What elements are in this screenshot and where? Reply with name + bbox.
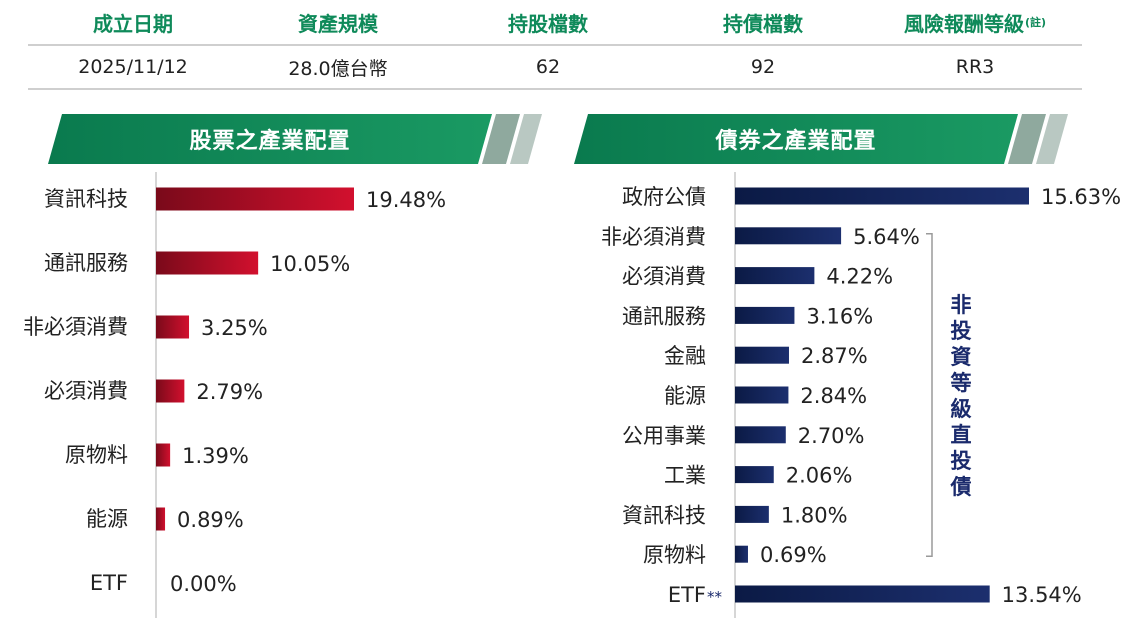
bond-value-label: 3.16%	[806, 304, 873, 328]
equity-bar	[156, 379, 185, 403]
bond-value-label: 2.84%	[800, 384, 867, 408]
high-yield-label-char: 資	[951, 345, 972, 369]
bond-category-label: ETF	[668, 583, 706, 607]
equity-bar	[156, 315, 190, 339]
bond-value-label: 2.87%	[801, 344, 868, 368]
equity-value-label: 19.48%	[366, 188, 446, 212]
equity-value-label: 1.39%	[182, 444, 249, 468]
bond-header-band	[574, 114, 1018, 164]
equity-header-band	[48, 114, 492, 164]
bond-bar	[735, 426, 786, 444]
bond-bar	[735, 386, 789, 404]
equity-header-banner	[48, 114, 542, 164]
summary-value-bond-count: 92	[750, 56, 776, 78]
bond-category-label: 金融	[664, 344, 706, 368]
bond-header-stripe-1	[1008, 114, 1046, 164]
bond-category-label: 政府公債	[622, 185, 706, 209]
equity-category-label: 必須消費	[44, 379, 128, 403]
bond-bar	[735, 267, 815, 285]
bond-value-label: 5.64%	[853, 225, 920, 249]
equity-chart-title: 股票之產業配置	[189, 129, 351, 154]
bond-bar	[735, 466, 774, 484]
bond-category-label: 能源	[664, 384, 706, 408]
bond-sector-chart: 政府公債 15.63% 非必須消費 5.64% 必須消費 4.22% 通訊服務 3.16% 金融…	[601, 172, 1121, 618]
bond-category-label: 工業	[664, 464, 706, 488]
high-yield-label-char: 投	[951, 319, 972, 343]
bond-header-banner	[574, 114, 1068, 164]
equity-category-label: 能源	[86, 507, 128, 531]
bond-bar	[735, 505, 769, 523]
bond-category-label: 必須消費	[622, 265, 706, 289]
summary-header-risk-level: 風險報酬等級 (註)	[903, 11, 1047, 36]
summary-value-stock-count: 62	[535, 56, 561, 78]
high-yield-label-char: 級	[951, 397, 972, 421]
bond-category-label: 通訊服務	[622, 304, 706, 328]
equity-bar	[156, 251, 259, 275]
bond-value-label: 2.06%	[786, 464, 853, 488]
equity-bar	[156, 507, 166, 531]
summary-header-inception: 成立日期	[93, 11, 173, 36]
equity-category-label: ETF	[90, 571, 128, 595]
bond-chart-title: 債券之產業配置	[715, 129, 877, 154]
bond-category-label: 非必須消費	[601, 225, 706, 249]
bond-bar	[735, 187, 1029, 205]
bond-bar	[735, 306, 795, 324]
equity-value-label: 0.89%	[177, 508, 244, 532]
high-yield-label-char: 等	[951, 371, 972, 395]
summary-header-row: 成立日期 資產規模 持股檔數 持債檔數 風險報酬等級 (註)	[28, 0, 1082, 46]
high-yield-label-char: 直	[951, 423, 972, 447]
high-yield-bracket	[926, 233, 933, 557]
bond-bar	[735, 545, 748, 563]
bond-bar	[735, 585, 990, 603]
bond-value-label: 1.80%	[781, 503, 848, 527]
equity-value-label: 0.00%	[170, 572, 237, 596]
fund-summary-table: 成立日期 資產規模 持股檔數 持債檔數 風險報酬等級 (註) 2025/11/12…	[28, 0, 1082, 90]
equity-category-label: 通訊服務	[44, 251, 128, 275]
equity-bar	[156, 187, 354, 211]
bond-category-label: 公用事業	[622, 424, 706, 448]
summary-value-aum: 28.0億台幣	[288, 57, 388, 80]
summary-value-inception: 2025/11/12	[78, 56, 188, 78]
equity-header-stripe-2	[510, 114, 542, 164]
equity-category-label: 資訊科技	[44, 187, 128, 211]
summary-value-row: 2025/11/12 28.0億台幣 62 92 RR3	[28, 46, 1082, 90]
bond-value-label: 2.70%	[798, 424, 865, 448]
bond-category-label: 資訊科技	[622, 503, 706, 527]
equity-header-stripe-1	[482, 114, 520, 164]
equity-panel-header: 股票之產業配置	[48, 114, 542, 164]
high-yield-label-char: 債	[950, 475, 972, 499]
bond-header-stripe-2	[1036, 114, 1068, 164]
equity-category-label: 非必須消費	[23, 315, 128, 339]
bond-etf-footnote-mark: **	[707, 588, 723, 606]
summary-value-risk-level: RR3	[955, 56, 995, 78]
summary-header-stock-count: 持股檔數	[508, 11, 588, 36]
high-yield-label-char: 非	[951, 293, 972, 317]
equity-bar	[156, 443, 171, 467]
bond-value-label: 4.22%	[826, 265, 893, 289]
bond-category-label: 原物料	[643, 543, 706, 567]
bond-value-label: 15.63%	[1041, 185, 1121, 209]
equity-value-label: 2.79%	[196, 380, 263, 404]
equity-value-label: 3.25%	[201, 316, 268, 340]
bond-panel-header: 債券之產業配置	[574, 114, 1068, 164]
summary-header-aum: 資產規模	[298, 11, 378, 36]
high-yield-label-char: 投	[951, 449, 972, 473]
bond-bar	[735, 346, 789, 364]
equity-category-label: 原物料	[65, 443, 128, 467]
bond-bar	[735, 227, 842, 245]
summary-header-note: (註)	[1024, 16, 1047, 29]
summary-header-bond-count: 持債檔數	[723, 11, 803, 36]
bond-value-label: 13.54%	[1002, 583, 1082, 607]
equity-value-label: 10.05%	[270, 252, 350, 276]
bond-value-label: 0.69%	[760, 543, 827, 567]
equity-sector-chart: 資訊科技 19.48% 通訊服務 10.05% 非必須消費 3.25% 必須消費 2.79% 原…	[23, 172, 446, 618]
